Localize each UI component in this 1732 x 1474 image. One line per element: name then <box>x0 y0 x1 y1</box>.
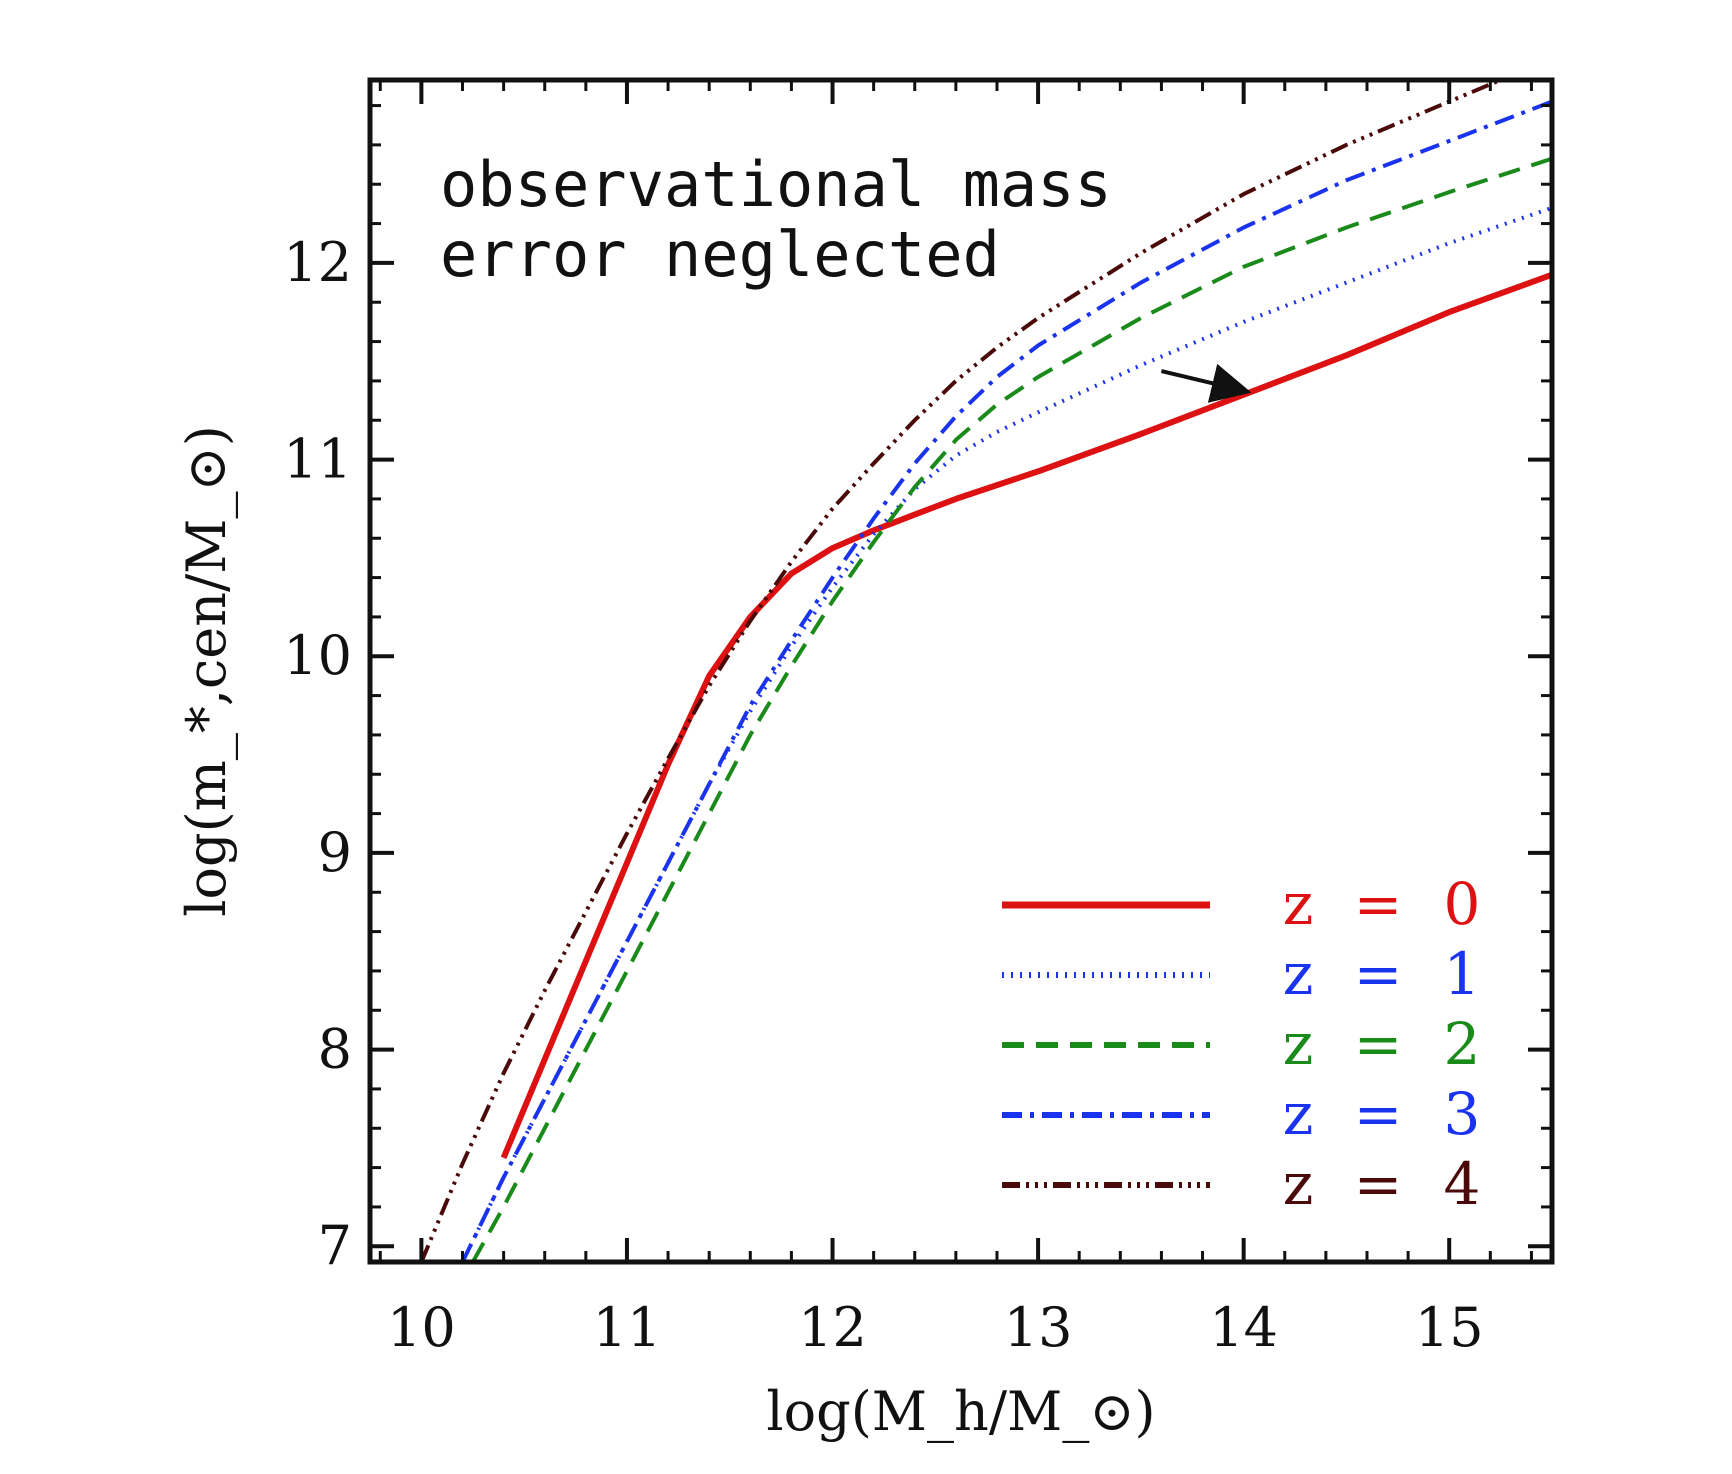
annotation-line-1: observational mass <box>440 148 1112 221</box>
y-tick-label: 10 <box>283 624 352 687</box>
legend-label-z0: z <box>1283 870 1314 938</box>
legend-label-equals: = <box>1354 1010 1403 1078</box>
legend-label-equals: = <box>1354 1150 1403 1218</box>
x-tick-labels: 10 11 12 13 14 15 <box>387 1296 1484 1359</box>
x-tick-label: 13 <box>1004 1296 1073 1359</box>
legend-label-value: 0 <box>1444 870 1481 938</box>
legend-label-z4: z <box>1283 1150 1314 1218</box>
y-tick-label: 12 <box>283 231 352 294</box>
x-axis-label: log(M_h/M_⊙) <box>766 1380 1155 1443</box>
legend: z = 0 z = 1 z = 2 z = 3 z = 4 <box>1002 870 1480 1218</box>
x-tick-label: 12 <box>798 1296 867 1359</box>
legend-label-value: 1 <box>1444 940 1481 1008</box>
plot-frame <box>367 77 1555 1265</box>
y-axis-label: log(m_*,cen/M_⊙) <box>175 425 238 917</box>
legend-label-equals: = <box>1354 1080 1403 1148</box>
series-line-z4 <box>419 80 1502 1262</box>
x-tick-label: 14 <box>1209 1296 1278 1359</box>
legend-label-equals: = <box>1354 940 1403 1008</box>
y-tick-label: 7 <box>318 1214 352 1277</box>
legend-label-value: 4 <box>1444 1150 1481 1218</box>
y-tick-label: 8 <box>318 1018 352 1081</box>
y-tick-label: 9 <box>318 821 352 884</box>
legend-label-equals: = <box>1354 870 1403 938</box>
annotation-line-2: error neglected <box>440 218 1000 291</box>
x-tick-label: 15 <box>1415 1296 1484 1359</box>
legend-label-value: 3 <box>1444 1080 1481 1148</box>
series-line-z2 <box>471 156 1552 1262</box>
legend-label-z2: z <box>1283 1010 1314 1078</box>
x-tick-label: 10 <box>387 1296 456 1359</box>
x-tick-label: 11 <box>593 1296 662 1359</box>
arrow-annotation <box>1160 363 1252 403</box>
y-tick-labels: 7 8 9 10 11 12 <box>283 231 352 1277</box>
legend-label-z1: z <box>1283 940 1314 1008</box>
major-ticks <box>370 80 1552 1262</box>
legend-label-value: 2 <box>1444 1010 1481 1078</box>
y-tick-label: 11 <box>283 428 352 491</box>
legend-label-z3: z <box>1283 1080 1314 1148</box>
series-line-z3 <box>460 99 1552 1262</box>
